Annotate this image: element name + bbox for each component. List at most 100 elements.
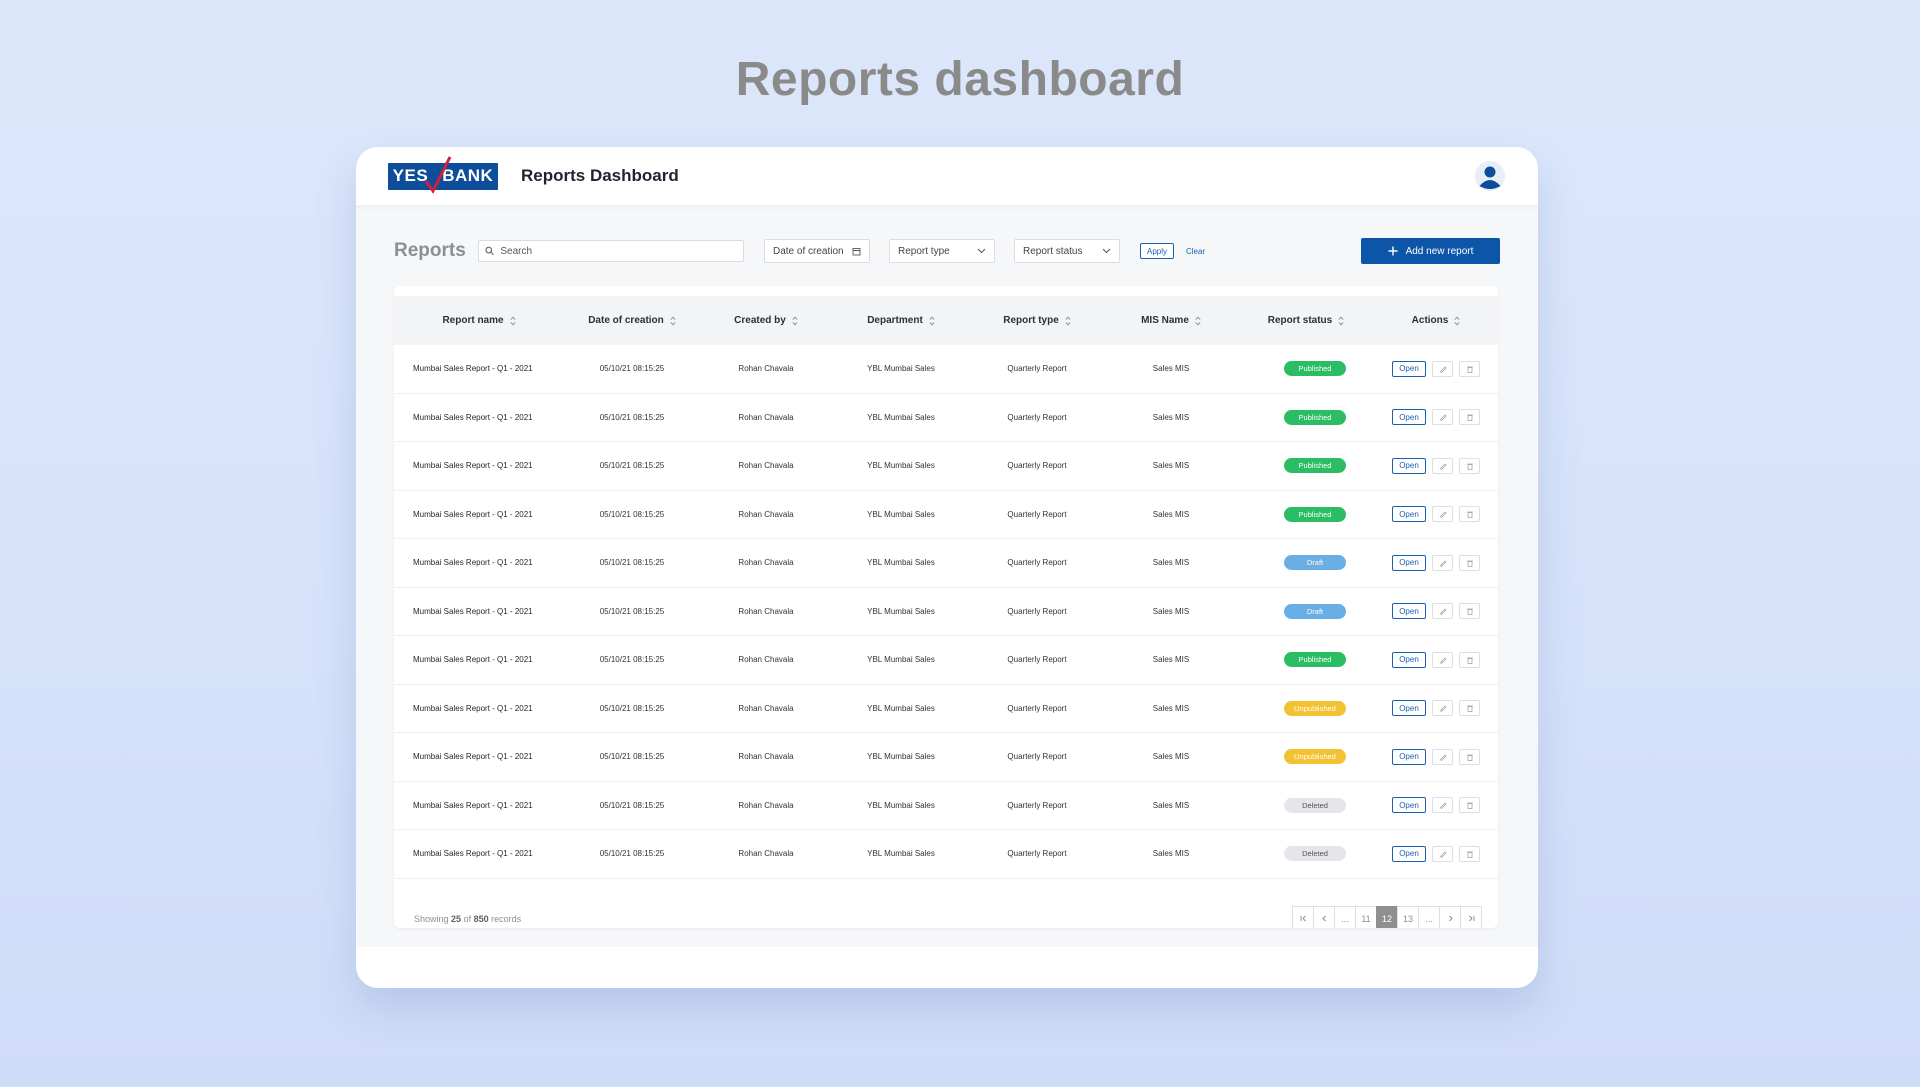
page-number-button[interactable]: ...	[1334, 906, 1356, 928]
table-row[interactable]: Mumbai Sales Report - Q1 - 2021 05/10/21 …	[394, 782, 1498, 830]
page-number-button[interactable]: 11	[1355, 906, 1377, 928]
edit-button[interactable]	[1432, 700, 1453, 717]
trash-icon	[1466, 608, 1473, 616]
summary-mid: of	[463, 913, 472, 924]
delete-button[interactable]	[1459, 748, 1480, 765]
edit-button[interactable]	[1432, 360, 1453, 377]
delete-button[interactable]	[1459, 506, 1480, 523]
first-page-page-button[interactable]	[1292, 906, 1314, 928]
table-row[interactable]: Mumbai Sales Report - Q1 - 2021 05/10/21 …	[394, 685, 1498, 733]
open-button[interactable]: Open	[1392, 506, 1426, 523]
date-of-creation-picker[interactable]: Date of creation	[764, 239, 870, 263]
open-button[interactable]: Open	[1392, 797, 1426, 814]
status-badge: Draft	[1284, 555, 1346, 571]
table-row[interactable]: Mumbai Sales Report - Q1 - 2021 05/10/21 …	[394, 588, 1498, 636]
user-avatar[interactable]	[1474, 160, 1506, 192]
table-body: Mumbai Sales Report - Q1 - 2021 05/10/21 …	[394, 345, 1498, 879]
edit-button[interactable]	[1432, 603, 1453, 620]
edit-button[interactable]	[1432, 651, 1453, 668]
edit-button[interactable]	[1432, 554, 1453, 571]
add-new-report-button[interactable]: Add new report	[1361, 238, 1500, 264]
status-cell: Published	[1238, 409, 1374, 425]
column-header[interactable]: MIS Name	[1104, 315, 1238, 326]
open-button[interactable]: Open	[1392, 748, 1426, 765]
pencil-icon	[1439, 463, 1446, 470]
report-status-dropdown[interactable]: Report status	[1014, 239, 1120, 263]
table-row[interactable]: Mumbai Sales Report - Q1 - 2021 05/10/21 …	[394, 442, 1498, 491]
column-header[interactable]: Actions	[1374, 315, 1498, 326]
delete-button[interactable]	[1459, 457, 1480, 474]
apply-button[interactable]: Apply	[1140, 243, 1174, 259]
delete-button[interactable]	[1459, 603, 1480, 620]
report-type-cell: Quarterly Report	[1007, 412, 1067, 422]
column-header[interactable]: Report name	[394, 315, 564, 326]
open-button[interactable]: Open	[1392, 360, 1426, 377]
report-name-cell: Mumbai Sales Report - Q1 - 2021	[413, 849, 533, 859]
logo-text-right: BANK	[442, 166, 494, 185]
calendar-icon	[852, 247, 861, 255]
open-button[interactable]: Open	[1392, 603, 1426, 620]
status-badge: Draft	[1284, 603, 1346, 619]
open-button[interactable]: Open	[1392, 457, 1426, 474]
edit-button[interactable]	[1432, 748, 1453, 765]
status-badge: Unpublished	[1284, 700, 1346, 716]
column-header[interactable]: Department	[832, 315, 970, 326]
table-footer: Showing 25 of 850 records ... 11 12 13...	[394, 889, 1498, 928]
logo-tick-icon	[424, 155, 452, 194]
table-row[interactable]: Mumbai Sales Report - Q1 - 2021 05/10/21 …	[394, 733, 1498, 782]
mis-name-cell: Sales MIS	[1152, 752, 1190, 762]
mis-name-cell: Sales MIS	[1152, 412, 1190, 422]
page-number-button[interactable]: 12	[1376, 906, 1398, 928]
table-row[interactable]: Mumbai Sales Report - Q1 - 2021 05/10/21 …	[394, 539, 1498, 588]
sort-icon	[510, 316, 516, 325]
next-page-button[interactable]	[1439, 906, 1461, 928]
edit-button[interactable]	[1432, 409, 1453, 426]
table-header: Report name Date of creation Created by Dep…	[394, 296, 1498, 345]
page-number-button[interactable]: ...	[1418, 906, 1440, 928]
edit-button[interactable]	[1432, 457, 1453, 474]
section-title: Reports	[394, 240, 466, 261]
delete-button[interactable]	[1459, 554, 1480, 571]
clear-link[interactable]: Clear	[1186, 246, 1206, 256]
open-button[interactable]: Open	[1392, 700, 1426, 717]
edit-button[interactable]	[1432, 845, 1453, 862]
delete-button[interactable]	[1459, 651, 1480, 668]
last-page-page-button[interactable]	[1460, 906, 1482, 928]
column-header[interactable]: Created by	[700, 315, 832, 326]
edit-button[interactable]	[1432, 797, 1453, 814]
delete-button[interactable]	[1459, 360, 1480, 377]
open-button[interactable]: Open	[1392, 554, 1426, 571]
column-header[interactable]: Report type	[970, 315, 1104, 326]
table-row[interactable]: Mumbai Sales Report - Q1 - 2021 05/10/21 …	[394, 636, 1498, 685]
search-input[interactable]	[500, 245, 737, 257]
edit-button[interactable]	[1432, 506, 1453, 523]
search-box[interactable]	[478, 240, 744, 262]
report-status-label: Report status	[1023, 245, 1083, 257]
page-number-button[interactable]: 13	[1397, 906, 1419, 928]
open-button[interactable]: Open	[1392, 651, 1426, 668]
status-badge: Published	[1284, 409, 1346, 425]
open-button[interactable]: Open	[1392, 845, 1426, 862]
trash-icon	[1466, 463, 1473, 470]
prev-page-button[interactable]	[1313, 906, 1335, 928]
delete-button[interactable]	[1459, 700, 1480, 717]
yes-bank-logo[interactable]: YES BANK	[388, 155, 498, 194]
open-button[interactable]: Open	[1392, 409, 1426, 426]
column-header[interactable]: Date of creation	[564, 315, 700, 326]
department-cell: YBL Mumbai Sales	[867, 849, 935, 859]
column-header[interactable]: Report status	[1238, 315, 1374, 326]
table-row[interactable]: Mumbai Sales Report - Q1 - 2021 05/10/21 …	[394, 491, 1498, 539]
table-row[interactable]: Mumbai Sales Report - Q1 - 2021 05/10/21 …	[394, 830, 1498, 879]
delete-button[interactable]	[1459, 797, 1480, 814]
mis-name-cell: Sales MIS	[1152, 606, 1190, 616]
department-cell: YBL Mumbai Sales	[867, 412, 935, 422]
status-badge: Deleted	[1284, 846, 1346, 862]
delete-button[interactable]	[1459, 845, 1480, 862]
status-cell: Draft	[1238, 603, 1374, 619]
table-row[interactable]: Mumbai Sales Report - Q1 - 2021 05/10/21 …	[394, 394, 1498, 442]
sort-icon	[1338, 316, 1344, 325]
table-row[interactable]: Mumbai Sales Report - Q1 - 2021 05/10/21 …	[394, 345, 1498, 394]
last-page-icon	[1468, 915, 1474, 922]
report-type-dropdown[interactable]: Report type	[889, 239, 995, 263]
delete-button[interactable]	[1459, 409, 1480, 426]
